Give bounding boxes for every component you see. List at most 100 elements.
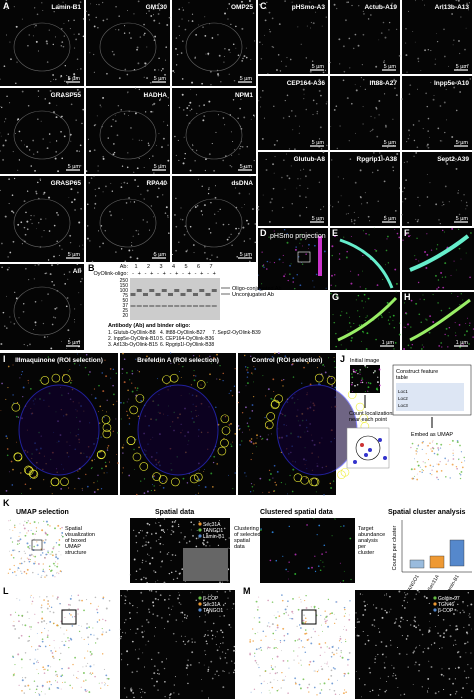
speckle	[448, 326, 451, 329]
speckle	[176, 577, 179, 580]
speckle	[174, 554, 177, 557]
speckle	[160, 529, 163, 532]
speckle	[413, 598, 416, 600]
roi-circle	[293, 473, 303, 483]
speckle	[183, 538, 185, 540]
speckle	[211, 254, 213, 256]
speckle	[374, 370, 376, 372]
speckle	[227, 597, 229, 599]
speckle	[131, 688, 133, 690]
speckle	[146, 490, 149, 493]
scale-label: 5 µm	[240, 76, 253, 82]
speckle	[385, 656, 387, 658]
speckle	[302, 678, 305, 681]
speckle	[94, 596, 97, 599]
speckle	[13, 673, 15, 675]
speckle	[174, 135, 176, 138]
speckle	[82, 489, 84, 491]
speckle	[40, 620, 43, 623]
speckle	[100, 106, 102, 108]
speckle	[99, 245, 101, 248]
speckle	[353, 222, 356, 225]
speckle	[124, 687, 126, 689]
speckle	[207, 192, 210, 195]
speckle	[177, 139, 179, 142]
speckle	[329, 613, 331, 615]
speckle	[404, 607, 406, 609]
speckle	[71, 687, 74, 689]
speckle	[314, 610, 316, 612]
speckle	[38, 96, 39, 98]
speckle	[45, 532, 47, 535]
speckle	[159, 524, 162, 527]
speckle	[430, 81, 432, 83]
speckle	[307, 567, 310, 570]
speckle	[168, 607, 170, 609]
speckle	[321, 553, 323, 555]
speckle	[258, 617, 260, 619]
speckle	[207, 697, 210, 699]
micrograph	[172, 88, 256, 174]
speckle	[365, 317, 367, 319]
speckle	[187, 640, 189, 643]
speckle	[81, 637, 83, 639]
speckle	[194, 57, 196, 59]
speckle	[54, 527, 56, 530]
speckle	[128, 398, 130, 400]
speckle	[269, 626, 271, 628]
speckle	[112, 368, 115, 371]
speckle	[156, 673, 159, 675]
speckle	[54, 647, 56, 649]
speckle	[123, 113, 126, 115]
speckle	[37, 522, 40, 524]
speckle	[289, 474, 291, 477]
speckle	[383, 180, 386, 183]
speckle	[408, 129, 410, 132]
speckle	[354, 132, 356, 134]
speckle	[357, 310, 359, 312]
speckle	[224, 48, 226, 50]
speckle	[40, 554, 42, 556]
speckle	[27, 520, 30, 522]
speckle	[364, 319, 366, 322]
speckle	[432, 320, 435, 323]
speckle	[155, 540, 158, 542]
speckle	[278, 258, 281, 261]
speckle	[69, 28, 71, 30]
roi-circle	[171, 477, 180, 487]
speckle	[300, 178, 302, 180]
speckle	[12, 364, 14, 366]
speckle	[58, 659, 61, 661]
speckle	[455, 596, 458, 598]
speckle	[84, 688, 87, 691]
speckle	[418, 628, 421, 631]
speckle	[423, 298, 425, 301]
speckle	[361, 377, 363, 379]
speckle	[263, 117, 266, 119]
speckle	[465, 27, 467, 29]
speckle	[452, 454, 454, 456]
speckle	[138, 531, 140, 534]
nucleus-outline	[13, 110, 71, 160]
speckle	[71, 625, 74, 627]
speckle	[276, 624, 279, 627]
speckle	[27, 640, 29, 642]
speckle	[206, 541, 209, 544]
speckle	[29, 388, 32, 390]
list-item: 3. Arl13b-OyOlink-B15	[108, 342, 158, 348]
speckle	[282, 679, 284, 681]
speckle	[145, 535, 147, 537]
speckle	[66, 297, 69, 299]
speckle	[375, 606, 378, 609]
speckle	[69, 242, 72, 244]
speckle	[88, 626, 90, 628]
marker-label: Arl13b-A13	[435, 4, 470, 11]
speckle	[227, 648, 229, 651]
speckle	[459, 304, 461, 306]
speckle	[21, 572, 23, 574]
speckle	[420, 70, 422, 72]
gel-band	[186, 289, 192, 292]
speckle	[53, 546, 55, 548]
speckle	[448, 307, 451, 310]
speckle	[400, 694, 402, 696]
